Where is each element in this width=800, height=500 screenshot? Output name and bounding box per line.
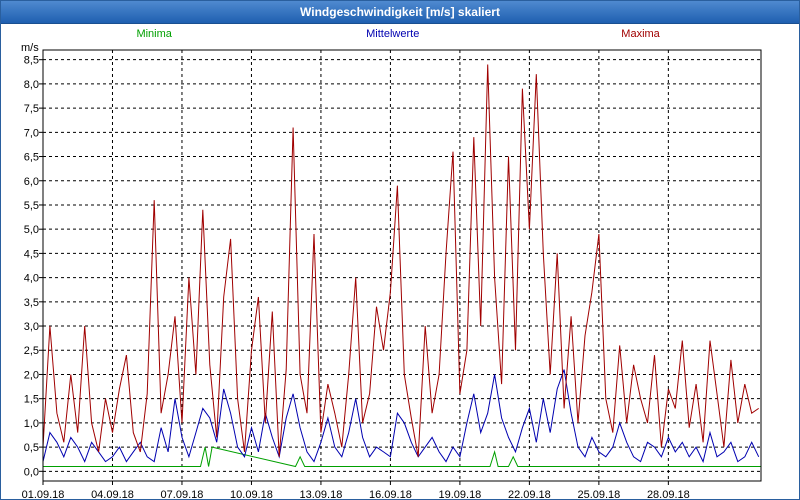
y-axis-ticks: 0,0 0,5 1,0 1,5 2,0 2,5 3,0 3,5 4,0 4,5 5,0 5,5 6,0 6… bbox=[24, 55, 43, 478]
y-tick-label: 7,5 bbox=[24, 103, 39, 115]
series-group bbox=[42, 64, 761, 468]
y-tick-label: 2,5 bbox=[24, 345, 39, 357]
y-tick-label: 7,0 bbox=[24, 127, 39, 139]
series-line-minima bbox=[43, 446, 761, 468]
x-tick-label: 07.09.18 bbox=[161, 489, 204, 499]
y-tick-label: 5,0 bbox=[24, 224, 39, 236]
x-tick-label: 04.09.18 bbox=[91, 489, 134, 499]
x-tick-label: 19.09.18 bbox=[438, 489, 481, 499]
x-tick-label: 28.09.18 bbox=[647, 489, 690, 499]
y-tick-label: 3,5 bbox=[24, 297, 39, 309]
y-tick-label: 3,0 bbox=[24, 321, 39, 333]
y-tick-label: 0,0 bbox=[24, 466, 39, 478]
y-tick-label: 0,5 bbox=[24, 442, 39, 454]
series-line-mittelwerte bbox=[42, 369, 760, 464]
window-title: Windgeschwindigkeit [m/s] skaliert bbox=[1, 1, 799, 24]
x-tick-label: 10.09.18 bbox=[230, 489, 273, 499]
legend: Minima Mittelwerte Maxima bbox=[136, 28, 660, 40]
legend-item-maxima: Maxima bbox=[621, 28, 660, 40]
y-tick-label: 8,5 bbox=[24, 55, 39, 67]
legend-item-mittelwerte: Mittelwerte bbox=[366, 28, 419, 40]
y-tick-label: 5,5 bbox=[24, 200, 39, 212]
x-tick-label: 25.09.18 bbox=[577, 489, 620, 499]
chart-svg: m/s Minima Mittelwerte Maxima 0,0 0,5 1,0 1,5… bbox=[21, 28, 762, 499]
y-tick-label: 6,0 bbox=[24, 176, 39, 188]
legend-item-minima: Minima bbox=[136, 28, 172, 40]
y-axis-label: m/s bbox=[21, 42, 39, 54]
x-tick-label: 01.09.18 bbox=[22, 489, 65, 499]
series-line-maxima bbox=[42, 64, 759, 457]
x-tick-label: 22.09.18 bbox=[508, 489, 551, 499]
x-axis-ticks: 01.09.18 04.09.18 07.09.18 10.09.18 13.09.18… bbox=[22, 481, 690, 499]
grid-lines bbox=[42, 50, 761, 481]
x-tick-label: 16.09.18 bbox=[369, 489, 412, 499]
y-tick-label: 8,0 bbox=[24, 79, 39, 91]
plot-area-frame bbox=[42, 49, 762, 482]
x-tick-label: 13.09.18 bbox=[300, 489, 343, 499]
y-tick-label: 6,5 bbox=[24, 152, 39, 164]
y-tick-label: 1,5 bbox=[24, 394, 39, 406]
y-tick-label: 1,0 bbox=[24, 418, 39, 430]
y-tick-label: 4,5 bbox=[24, 248, 39, 260]
y-tick-label: 2,0 bbox=[24, 369, 39, 381]
y-tick-label: 4,0 bbox=[24, 273, 39, 285]
